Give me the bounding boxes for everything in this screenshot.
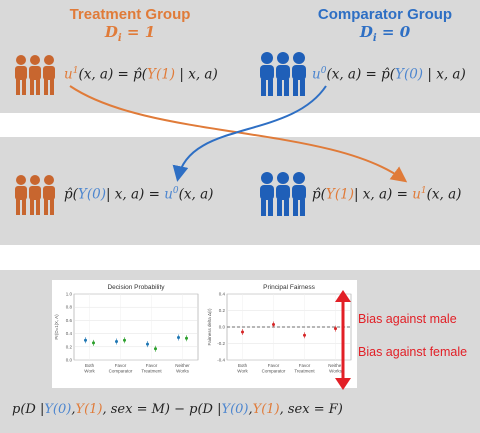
x-tick-label: Work — [237, 369, 248, 374]
comparator-people-icon — [260, 52, 306, 96]
x-tick-label: Favor — [268, 363, 280, 368]
x-tick-label: Neither — [328, 363, 343, 368]
y-axis-label: Fairness delta Δ(r) — [207, 308, 212, 346]
x-tick-label: Treatment — [141, 369, 162, 374]
y-tick-label: 0.2 — [66, 344, 73, 349]
data-point — [303, 333, 306, 337]
data-point — [334, 327, 337, 331]
data-point — [92, 341, 95, 345]
comparator-utility-equation: u0(x, a) = p̂(Y(0) | x, a) — [312, 66, 466, 83]
top-band — [0, 0, 480, 113]
bias-double-arrow-icon — [335, 290, 351, 390]
comparator-people-icon-bottom — [260, 172, 306, 216]
treatment-assignment: Di = 1 — [104, 23, 156, 44]
x-tick-label: Neither — [175, 363, 190, 368]
comparator-group-title: Comparator Group — [317, 6, 453, 23]
treatment-group-title: Treatment Group — [69, 6, 191, 23]
y-tick-label: 0.8 — [66, 305, 73, 310]
y-tick-label: 1.0 — [66, 292, 73, 297]
data-point — [185, 336, 188, 340]
data-point — [146, 342, 149, 346]
x-tick-label: Comparator — [262, 369, 286, 374]
y-tick-label: -0.2 — [217, 341, 225, 346]
bias-against-male-label: Bias against male — [358, 312, 457, 326]
data-point — [241, 330, 244, 334]
treatment-utility-equation: u1(x, a) = p̂(Y(1) | x, a) — [64, 66, 218, 83]
middle-band — [0, 137, 480, 245]
x-tick-label: Favor — [299, 363, 311, 368]
comparator-counterfactual-equation: p̂(Y(1)| x, a) = u1(x, a) — [312, 186, 462, 203]
x-tick-label: Works — [329, 369, 342, 374]
y-tick-label: 0.4 — [219, 292, 226, 297]
x-tick-label: Work — [84, 369, 95, 374]
x-tick-label: Favor — [146, 363, 158, 368]
data-point — [84, 338, 87, 342]
y-tick-label: 0.2 — [219, 308, 226, 313]
y-tick-label: 0.0 — [66, 358, 73, 363]
y-axis-label: Pr(D=1|X, A) — [54, 314, 59, 340]
chart-title: Principal Fairness — [263, 284, 315, 291]
treatment-counterfactual-equation: p̂(Y(0)| x, a) = u0(x, a) — [64, 186, 214, 203]
bias-difference-formula: p(D |Y(0),Y(1), sex = M) − p(D |Y(0),Y(1… — [12, 402, 343, 417]
x-tick-label: Works — [176, 369, 189, 374]
crossing-arrows — [69, 85, 408, 183]
y-tick-label: 0.0 — [219, 325, 226, 330]
data-point — [115, 340, 118, 344]
comparator-assignment: Di = 0 — [359, 23, 411, 44]
bias-against-female-label: Bias against female — [358, 345, 468, 359]
data-point — [177, 336, 180, 340]
data-point — [272, 323, 275, 327]
x-tick-label: Favor — [115, 363, 127, 368]
charts-panel — [52, 280, 357, 388]
treatment-people-icon — [15, 55, 55, 95]
y-tick-label: -0.4 — [217, 358, 225, 363]
chart-title: Decision Probability — [107, 284, 165, 291]
data-point — [154, 347, 157, 351]
x-tick-label: Both — [85, 363, 95, 368]
y-tick-label: 0.4 — [66, 331, 73, 336]
principal-fairness-chart: Principal Fairness -0.4 -0.2 0.0 0.2 0.4 Fairn… — [207, 284, 352, 374]
data-point — [123, 338, 126, 342]
comparator-to-treatment-arrow — [172, 85, 327, 182]
plot-frame — [73, 293, 199, 361]
x-tick-label: Treatment — [294, 369, 315, 374]
y-tick-label: 0.6 — [66, 318, 73, 323]
x-tick-label: Both — [238, 363, 248, 368]
treatment-people-icon-bottom — [15, 175, 55, 215]
decision-probability-chart: Decision Probability 0.0 0.2 0.4 0.6 0.8 1.0 Pr… — [54, 284, 199, 374]
x-tick-label: Comparator — [109, 369, 133, 374]
